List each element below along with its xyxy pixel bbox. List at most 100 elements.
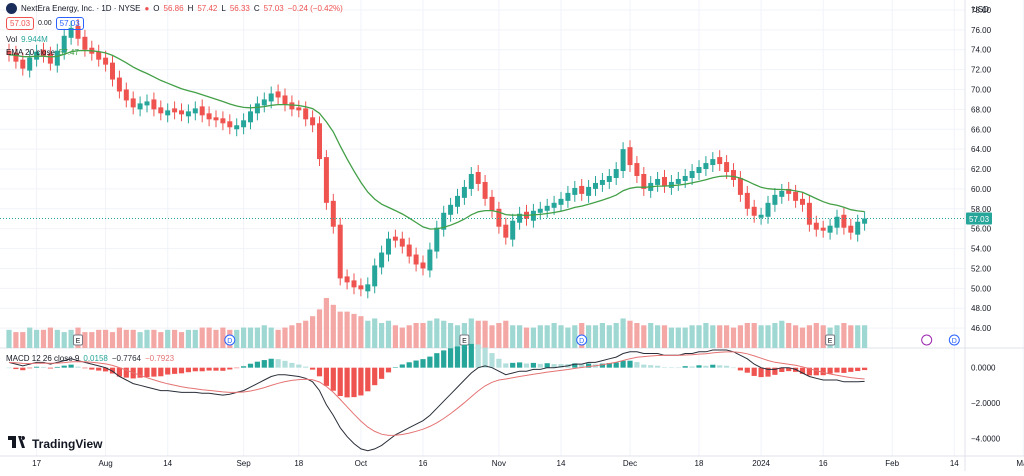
volume-bar bbox=[592, 325, 599, 348]
candle-body bbox=[751, 206, 757, 216]
price-tick-label: 58.00 bbox=[971, 205, 992, 214]
candle-body bbox=[544, 205, 550, 211]
volume-bar bbox=[793, 325, 799, 348]
candle-body bbox=[379, 252, 385, 268]
candle-body bbox=[793, 191, 799, 201]
macd-hist-bar bbox=[337, 367, 343, 397]
volume-bar bbox=[344, 311, 350, 348]
volume-bar bbox=[586, 325, 592, 348]
volume-bar bbox=[89, 332, 95, 348]
macd-hist-bar bbox=[779, 367, 785, 372]
ask-box[interactable]: 57.03 bbox=[55, 17, 84, 30]
volume-bar bbox=[144, 329, 150, 348]
candle-body bbox=[151, 99, 157, 110]
volume-bar bbox=[372, 318, 378, 348]
time-tick-label: 14 bbox=[557, 459, 566, 468]
macd-hist-bar bbox=[330, 367, 336, 391]
macd-hist-bar bbox=[454, 346, 461, 368]
macd-tick-label: −4.0000 bbox=[971, 434, 1001, 443]
ema-value: 57.47 bbox=[58, 48, 79, 57]
bid-ask-row: 57.03 0.00 57.03 bbox=[6, 17, 84, 30]
macd-hist-bar bbox=[206, 367, 212, 371]
macd-hist-bar bbox=[151, 367, 157, 377]
macd-hist-bar bbox=[358, 367, 364, 396]
symbol-title[interactable]: NextEra Energy, Inc. · 1D · NYSE bbox=[21, 4, 141, 13]
macd-hist-bar bbox=[730, 367, 737, 369]
volume-bar bbox=[572, 325, 578, 348]
volume-bar bbox=[620, 318, 626, 348]
volume-bar bbox=[710, 325, 716, 348]
volume-bar bbox=[634, 323, 640, 348]
time-tick-label: Nov bbox=[492, 459, 506, 468]
volume-bar bbox=[648, 323, 654, 348]
candle-body bbox=[530, 210, 536, 221]
bid-box[interactable]: 57.03 bbox=[6, 17, 35, 30]
candle-body bbox=[241, 120, 247, 128]
macd-hist-bar bbox=[192, 367, 198, 372]
candle-body bbox=[61, 35, 67, 53]
volume-bar bbox=[717, 325, 723, 348]
earnings-icon bbox=[825, 334, 836, 346]
volume-bar bbox=[82, 332, 88, 348]
macd-hist-bar bbox=[123, 367, 129, 378]
macd-hist-bar bbox=[627, 360, 633, 368]
dividend-icon bbox=[948, 334, 960, 346]
macd-hist-bar bbox=[268, 358, 274, 368]
price-tick-label: 56.00 bbox=[971, 225, 992, 234]
volume-bar bbox=[813, 323, 819, 348]
volume-bar bbox=[772, 323, 778, 348]
candle-body bbox=[482, 181, 488, 199]
symbol-legend: NextEra Energy, Inc. · 1D · NYSE ● O 56.8… bbox=[6, 3, 343, 14]
ema-legend: EMA 20 close 57.47 bbox=[6, 48, 79, 57]
candle-body bbox=[593, 182, 598, 189]
time-tick-label: 17 bbox=[32, 459, 41, 468]
volume-bar bbox=[172, 329, 178, 348]
candle-body bbox=[282, 95, 288, 105]
volume-bar bbox=[96, 329, 102, 348]
macd-hist-bar bbox=[199, 367, 205, 372]
volume-bar bbox=[523, 327, 530, 348]
macd-hist-bar bbox=[234, 367, 240, 369]
volume-bar bbox=[724, 325, 730, 348]
volume-bar bbox=[848, 325, 854, 348]
macd-hist-bar bbox=[703, 365, 709, 368]
macd-hist-value: 0.0158 bbox=[83, 354, 108, 363]
macd-hist-bar bbox=[351, 367, 357, 398]
candle-body bbox=[68, 27, 74, 38]
candle-body bbox=[185, 111, 191, 117]
macd-hist-bar bbox=[848, 367, 854, 372]
open-label: O bbox=[153, 4, 160, 13]
volume-bar bbox=[261, 325, 267, 348]
dividend-flash-icon bbox=[921, 334, 933, 346]
macd-hist-bar bbox=[20, 367, 26, 371]
time-tick-label: Mar bbox=[1016, 459, 1024, 468]
candle-body bbox=[496, 208, 502, 227]
macd-hist-bar bbox=[620, 360, 626, 368]
volume-bar bbox=[365, 320, 371, 348]
macd-hist-bar bbox=[523, 363, 530, 368]
high-value: 57.42 bbox=[197, 4, 218, 13]
price-tick-label: 76.00 bbox=[971, 26, 992, 35]
candle-body bbox=[261, 99, 267, 106]
volume-bar bbox=[427, 320, 433, 348]
volume-bar bbox=[289, 325, 295, 348]
candle-body bbox=[765, 202, 771, 217]
volume-bar bbox=[420, 323, 426, 348]
candle-body bbox=[668, 181, 674, 188]
macd-hist-bar bbox=[289, 362, 295, 368]
tradingview-logo[interactable]: TradingView bbox=[8, 436, 102, 451]
macd-hist-bar bbox=[648, 365, 654, 368]
volume-bar bbox=[737, 325, 743, 348]
candle-body bbox=[834, 216, 840, 228]
candle-body bbox=[358, 285, 364, 290]
macd-hist-bar bbox=[144, 367, 150, 378]
volume-bar bbox=[820, 325, 826, 348]
macd-hist-bar bbox=[855, 367, 861, 372]
candle-body bbox=[717, 157, 723, 165]
macd-hist-bar bbox=[227, 367, 233, 370]
volume-bar bbox=[434, 318, 440, 348]
volume-bar bbox=[661, 325, 668, 348]
volume-bar bbox=[482, 320, 488, 348]
